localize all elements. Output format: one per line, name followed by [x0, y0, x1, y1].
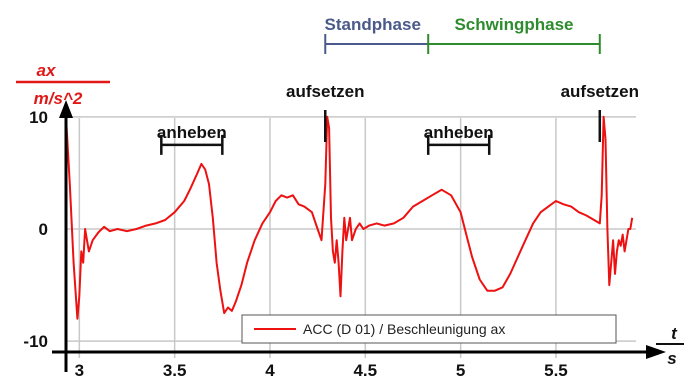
swing-phase-label: Schwingphase	[454, 15, 573, 34]
contact-label-contact_2: aufsetzen	[561, 82, 639, 101]
y-unit-bottom: m/s^2	[34, 89, 83, 108]
phase-markers: Standphase Schwingphase	[324, 15, 601, 54]
legend-box	[241, 314, 617, 344]
lift-label-lift_2: anheben	[424, 123, 494, 142]
legend: ACC (D 01) / Beschleunigung ax	[241, 314, 617, 344]
y-axis-arrow	[59, 100, 73, 118]
y-tick-label: -10	[23, 332, 48, 351]
axes	[52, 100, 666, 372]
x-tick-label: 5	[456, 361, 465, 380]
x-unit-top: t	[671, 324, 678, 343]
stand-phase-label: Standphase	[325, 15, 421, 34]
annotations: anheben anheben aufsetzen aufsetzen	[157, 82, 639, 155]
lift-label-lift_1: anheben	[157, 123, 227, 142]
tick-labels: 3 3.5 4 4.5 5 5.5 -10 0 10	[23, 108, 567, 380]
y-tick-label: 0	[39, 220, 48, 239]
x-unit-bottom: s	[667, 349, 676, 368]
axis-units: ax m/s^2 ts	[16, 61, 684, 368]
x-tick-label: 3.5	[163, 361, 187, 380]
x-tick-label: 4	[265, 361, 275, 380]
legend-label: ACC (D 01) / Beschleunigung ax	[303, 321, 505, 337]
x-tick-label: 3	[75, 361, 84, 380]
x-tick-label: 4.5	[353, 361, 377, 380]
series-layer	[66, 115, 634, 320]
series-line-0	[66, 115, 634, 320]
contact-label-contact_1: aufsetzen	[286, 82, 364, 101]
x-axis-arrow	[646, 345, 666, 359]
x-tick-label: 5.5	[544, 361, 568, 380]
y-tick-label: 10	[29, 108, 48, 127]
y-unit-top: ax	[37, 61, 57, 80]
